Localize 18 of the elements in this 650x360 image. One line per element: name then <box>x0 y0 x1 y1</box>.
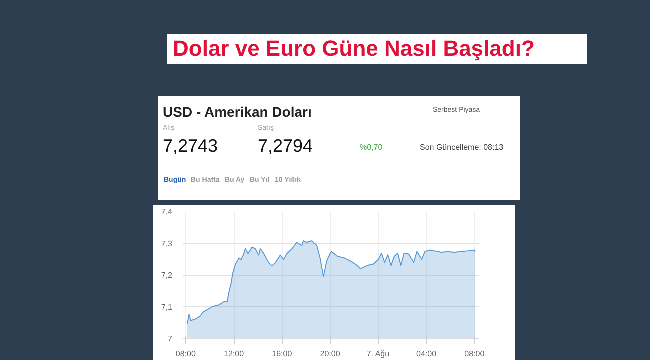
text: Son Güncelleme: 08:13 <box>420 142 504 154</box>
y-tick-label: 7,3 <box>161 239 174 248</box>
y-tick-label: 7,2 <box>161 271 174 280</box>
x-tick-label: 08:00 <box>464 350 486 358</box>
x-tick-label: 20:00 <box>320 350 341 358</box>
y-tick-label: 7,1 <box>161 302 174 312</box>
text: 7,2794 <box>258 135 314 158</box>
x-tick-label: 7. Ağu <box>366 350 390 358</box>
chart-title: Dolar ve Euro Güne Nasıl Başladı? <box>173 36 535 62</box>
text: USD - Amerikan Doları <box>163 103 312 122</box>
text: %0,70 <box>360 142 383 154</box>
x-tick-label: 12:00 <box>224 350 245 358</box>
x-tick-label: 08:00 <box>176 350 196 358</box>
text: 7,2743 <box>163 135 218 158</box>
y-tick-label: 7 <box>168 334 174 344</box>
x-tick-label: 04:00 <box>416 350 438 358</box>
y-tick-label: 7,4 <box>161 208 174 216</box>
x-tick-label: 16:00 <box>272 350 293 358</box>
